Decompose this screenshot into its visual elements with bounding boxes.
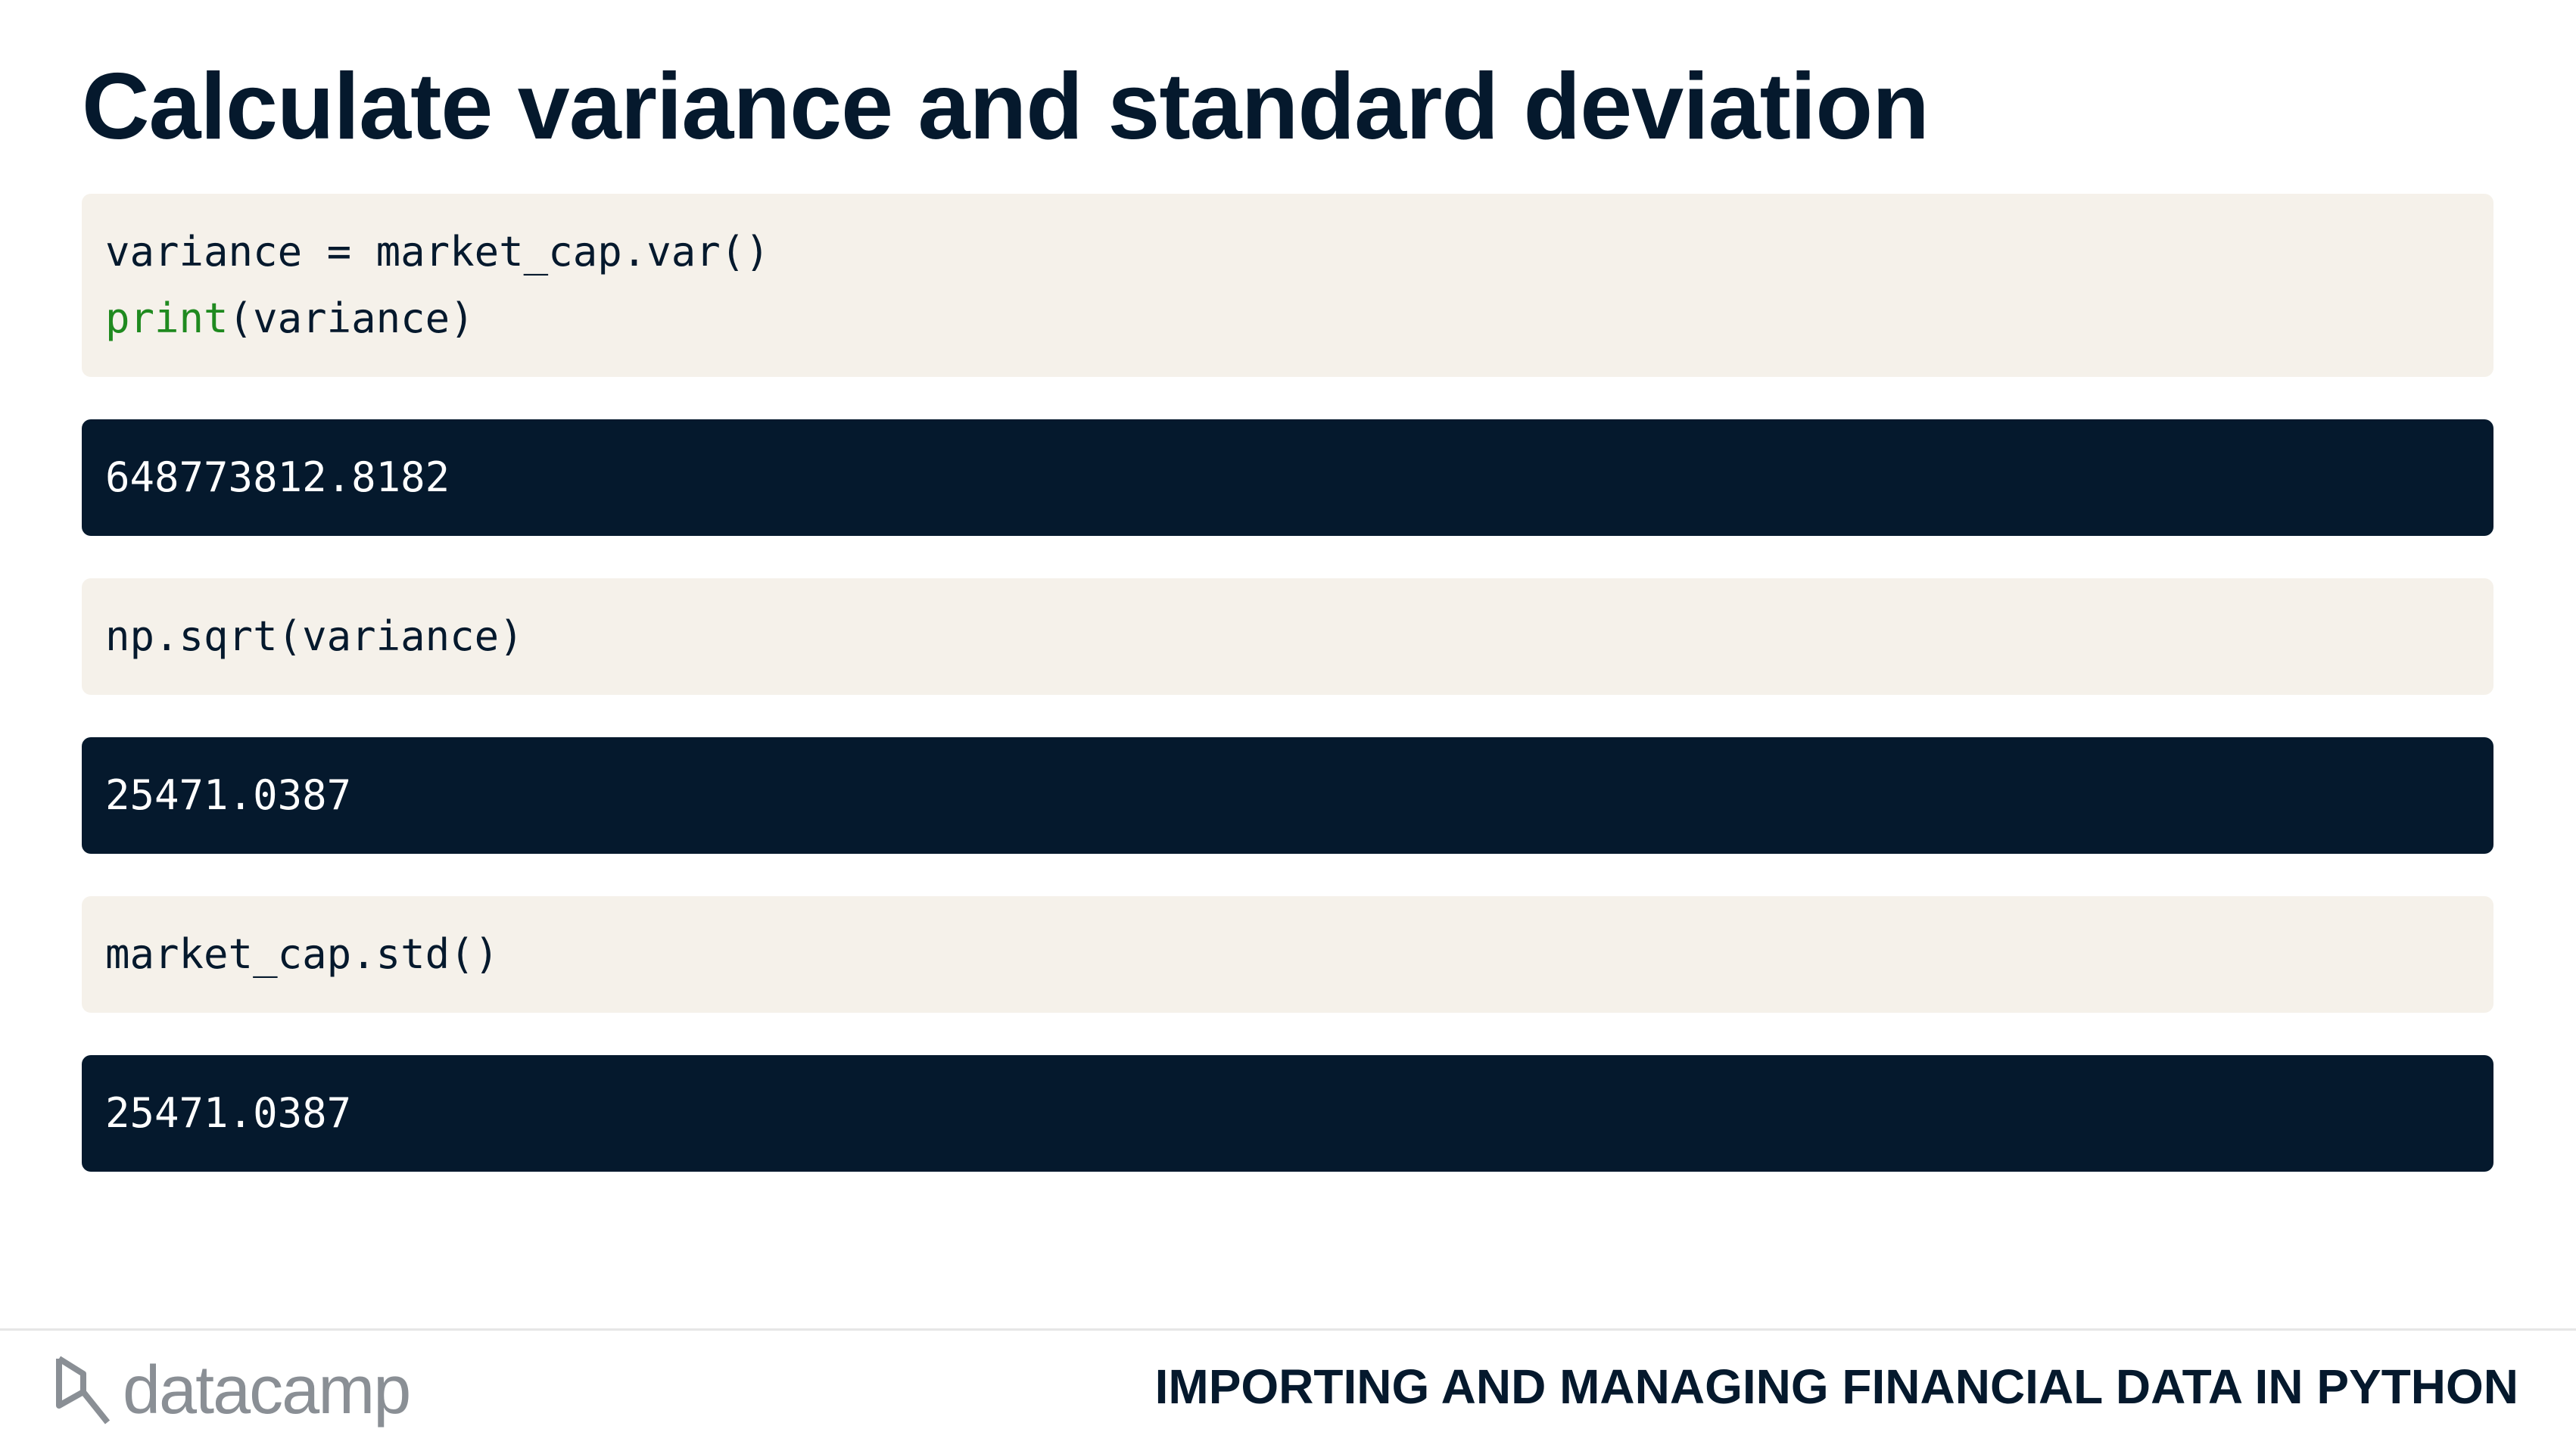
- code-token: 25471.0387: [105, 1089, 352, 1137]
- code-token: np.sqrt(variance): [105, 612, 524, 660]
- logo-icon: [56, 1356, 111, 1425]
- output-block: 25471.0387: [82, 1055, 2493, 1172]
- code-blocks: variance = market_cap.var() print(varianc…: [82, 194, 2493, 1172]
- code-token: 25471.0387: [105, 771, 352, 819]
- code-token: 648773812.8182: [105, 453, 450, 501]
- output-block: 25471.0387: [82, 737, 2493, 854]
- logo: datacamp: [53, 1349, 411, 1432]
- slide-title: Calculate variance and standard deviatio…: [82, 54, 1930, 159]
- code-line: np.sqrt(variance): [105, 603, 2470, 670]
- footer-divider: [0, 1328, 2576, 1331]
- code-block: market_cap.std(): [82, 896, 2493, 1013]
- code-token: (variance): [228, 294, 475, 342]
- code-block: variance = market_cap.var() print(varianc…: [82, 194, 2493, 377]
- code-token: print: [105, 294, 229, 342]
- code-line: market_cap.std(): [105, 921, 2470, 988]
- code-block: np.sqrt(variance): [82, 578, 2493, 695]
- code-line: 25471.0387: [105, 1080, 2470, 1147]
- code-token: market_cap.std(): [105, 930, 500, 978]
- course-title: IMPORTING AND MANAGING FINANCIAL DATA IN…: [1154, 1359, 2518, 1414]
- output-block: 648773812.8182: [82, 419, 2493, 536]
- code-token: variance = market_cap.var(): [105, 228, 770, 276]
- code-line: print(variance): [105, 285, 2470, 352]
- code-line: 25471.0387: [105, 762, 2470, 829]
- code-line: variance = market_cap.var(): [105, 219, 2470, 285]
- code-line: 648773812.8182: [105, 444, 2470, 511]
- logo-text: datacamp: [123, 1352, 411, 1428]
